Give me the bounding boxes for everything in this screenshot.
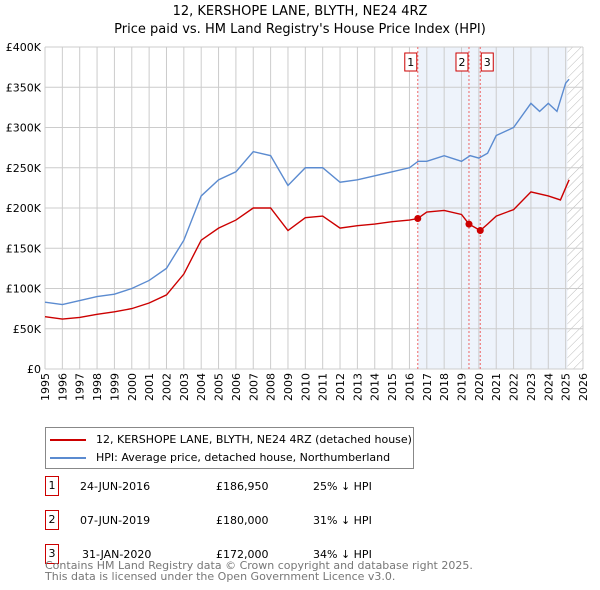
x-tick-label: 2018 xyxy=(438,373,451,401)
sale-date: 24-JUN-2016 xyxy=(80,480,151,493)
y-tick-label: £0 xyxy=(27,363,41,376)
legend-swatch xyxy=(50,438,86,441)
sale-hpi: 34% ↓ HPI xyxy=(313,548,372,561)
x-tick-label: 1998 xyxy=(91,373,104,401)
y-tick-label: £300K xyxy=(6,122,42,135)
footer-line: This data is licensed under the Open Gov… xyxy=(45,570,396,583)
y-tick-label: £200K xyxy=(6,202,42,215)
y-tick-label: £50K xyxy=(13,323,42,336)
y-tick-label: £250K xyxy=(6,162,42,175)
y-tick-label: £100K xyxy=(6,283,42,296)
legend-swatch xyxy=(50,456,86,459)
x-tick-label: 2009 xyxy=(282,373,295,401)
x-tick-label: 2002 xyxy=(160,373,173,401)
x-tick-label: 2026 xyxy=(577,373,590,401)
x-tick-label: 2005 xyxy=(213,373,226,401)
x-tick-label: 2006 xyxy=(230,373,243,401)
x-tick-label: 2008 xyxy=(265,373,278,401)
x-tick-label: 2017 xyxy=(421,373,434,401)
sale-point xyxy=(465,220,473,228)
x-tick-label: 2014 xyxy=(369,373,382,401)
subtitle-line: Price paid vs. HM Land Registry's House … xyxy=(114,22,486,37)
x-tick-label: 2001 xyxy=(143,373,156,401)
x-tick-label: 2021 xyxy=(490,373,503,401)
sale-label: 1 xyxy=(407,56,414,69)
x-tick-label: 2015 xyxy=(386,373,399,401)
x-tick-label: 2023 xyxy=(525,373,538,401)
chart-title: 12, KERSHOPE LANE, BLYTH, NE24 4RZ Price… xyxy=(0,3,600,39)
x-tick-label: 2003 xyxy=(178,373,191,401)
footer: Contains HM Land Registry data © Crown c… xyxy=(45,560,473,582)
x-tick-label: 2013 xyxy=(351,373,364,401)
sale-point xyxy=(414,215,422,223)
sale-price: £172,000 xyxy=(216,548,269,561)
legend: 12, KERSHOPE LANE, BLYTH, NE24 4RZ (deta… xyxy=(45,427,414,469)
x-tick-label: 2016 xyxy=(403,373,416,401)
legend-label: 12, KERSHOPE LANE, BLYTH, NE24 4RZ (deta… xyxy=(96,433,412,446)
price-chart: 1995 1996 1997 1998 1999 2000 2001 2002 2003 2004… xyxy=(6,41,590,401)
property-price-line xyxy=(44,179,570,320)
sale-label: 3 xyxy=(484,56,491,69)
sale-hpi: 25% ↓ HPI xyxy=(313,480,372,493)
x-tick-label: 2024 xyxy=(542,373,555,401)
y-tick-label: £400K xyxy=(6,41,42,54)
x-tick-label: 2025 xyxy=(560,373,573,401)
x-tick-label: 1995 xyxy=(39,373,52,401)
x-tick-label: 2012 xyxy=(334,373,347,401)
sale-date: 31-JAN-2020 xyxy=(82,548,152,561)
x-tick-label: 2019 xyxy=(456,373,469,401)
y-tick-label: £150K xyxy=(6,242,42,255)
x-tick-label: 2007 xyxy=(247,373,260,401)
legend-item-hpi: HPI: Average price, detached house, Nort… xyxy=(50,451,390,464)
x-tick-label: 1997 xyxy=(74,373,87,401)
x-tick-label: 2022 xyxy=(508,373,521,401)
y-tick-label: £350K xyxy=(6,81,42,94)
legend-item-property: 12, KERSHOPE LANE, BLYTH, NE24 4RZ (deta… xyxy=(50,433,412,446)
sale-label-box xyxy=(404,52,418,72)
sale-hpi: 31% ↓ HPI xyxy=(313,514,372,527)
sale-label-box xyxy=(480,52,494,72)
x-tick-label: 1999 xyxy=(108,373,121,401)
sale-label-box xyxy=(455,52,469,72)
x-tick-label: 2000 xyxy=(126,373,139,401)
sale-marker-box: 1 xyxy=(45,476,59,496)
hpi-line xyxy=(44,78,570,306)
x-tick-label: 2010 xyxy=(299,373,312,401)
sale-price: £186,950 xyxy=(216,480,269,493)
sale-marker-box: 3 xyxy=(45,544,59,564)
footer-line: Contains HM Land Registry data © Crown c… xyxy=(45,559,473,572)
sale-price: £180,000 xyxy=(216,514,269,527)
x-tick-label: 2020 xyxy=(473,373,486,401)
title-line: 12, KERSHOPE LANE, BLYTH, NE24 4RZ xyxy=(172,4,428,19)
x-tick-label: 1996 xyxy=(56,373,69,401)
x-tick-label: 2011 xyxy=(317,373,330,401)
sale-label: 2 xyxy=(458,56,465,69)
sale-marker-box: 2 xyxy=(45,510,59,530)
legend-label: HPI: Average price, detached house, Nort… xyxy=(96,451,391,464)
sale-point xyxy=(476,227,484,235)
sale-date: 07-JUN-2019 xyxy=(80,514,151,527)
x-tick-label: 2004 xyxy=(195,373,208,401)
